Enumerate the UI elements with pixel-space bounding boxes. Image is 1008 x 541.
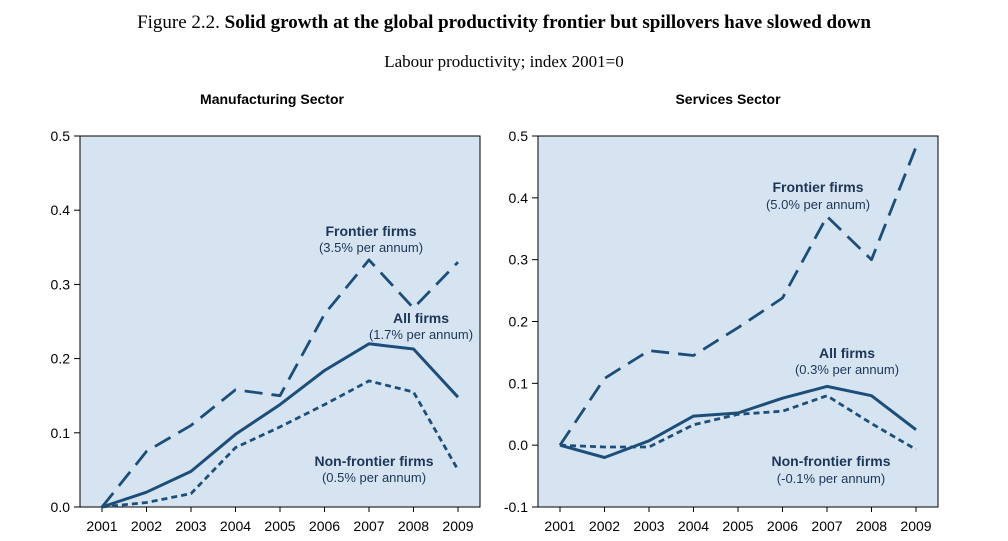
svc-non-frontier-firms-line (559, 394, 917, 451)
services-axes: -0.1 0.0 0.1 0.2 0.3 0.4 0.5 2001 2002 2003 2004 20… (504, 128, 932, 534)
manufacturing-plot-area (79, 135, 481, 508)
manufacturing-series (100, 258, 460, 509)
svc-ytick-label: 0.2 (509, 314, 529, 330)
services-plot-area (537, 135, 939, 508)
svc-nonfrontier-rate: (-0.1% per annum) (777, 471, 885, 486)
svc-xtick-label: 2009 (900, 518, 931, 534)
mfg-ytick-label: 0.2 (51, 351, 71, 367)
mfg-nonfrontier-label: Non-frontier firms (315, 453, 434, 469)
services-series (558, 146, 918, 459)
mfg-frontier-rate: (3.5% per annum) (319, 240, 423, 255)
svc-ytick-label: 0.1 (509, 375, 529, 391)
mfg-xtick-label: 2009 (442, 518, 473, 534)
mfg-xtick-label: 2007 (353, 518, 384, 534)
svc-frontier-rate: (5.0% per annum) (766, 197, 870, 212)
mfg-xtick-label: 2001 (86, 518, 117, 534)
manufacturing-panel: Manufacturing Sector 0.0 0.1 0.2 0.3 0.4 0.5 2… (51, 91, 481, 534)
mfg-non-frontier-firms-line (101, 379, 460, 509)
mfg-xtick-label: 2006 (309, 518, 340, 534)
svc-xtick-label: 2001 (544, 518, 575, 534)
svc-all-rate: (0.3% per annum) (795, 362, 899, 377)
mfg-xtick-label: 2002 (131, 518, 162, 534)
svc-nonfrontier-label: Non-frontier firms (772, 453, 891, 469)
mfg-ytick-label: 0.0 (51, 499, 71, 515)
manufacturing-title: Manufacturing Sector (200, 91, 344, 107)
svc-ytick-label: 0.4 (509, 190, 529, 206)
svc-all-label: All firms (819, 345, 875, 361)
svc-xtick-label: 2002 (589, 518, 620, 534)
svc-xtick-label: 2004 (678, 518, 709, 534)
svc-xtick-label: 2008 (856, 518, 887, 534)
mfg-frontier-label: Frontier firms (325, 223, 416, 239)
mfg-ytick-label: 0.1 (51, 425, 71, 441)
svc-ytick-label: 0.5 (509, 128, 529, 144)
svc-xtick-label: 2003 (633, 518, 664, 534)
mfg-frontier-firms-line (100, 258, 460, 508)
mfg-xtick-label: 2004 (220, 518, 251, 534)
services-panel: Services Sector -0.1 0.0 0.1 0.2 0.3 0.4 0.5 20… (504, 91, 939, 534)
mfg-xtick-label: 2008 (398, 518, 429, 534)
mfg-ytick-label: 0.4 (51, 202, 71, 218)
svc-ytick-label: 0.0 (509, 437, 529, 453)
mfg-nonfrontier-rate: (0.5% per annum) (322, 470, 426, 485)
svc-xtick-label: 2006 (767, 518, 798, 534)
services-title: Services Sector (675, 91, 781, 107)
figure-subtitle: Labour productivity; index 2001=0 (384, 52, 624, 71)
svc-xtick-label: 2007 (811, 518, 842, 534)
manufacturing-axes: 0.0 0.1 0.2 0.3 0.4 0.5 2001 2002 2003 2004 2005 20… (51, 128, 474, 534)
figure-number: Figure 2.2. (137, 12, 220, 33)
mfg-xtick-label: 2003 (175, 518, 206, 534)
svc-frontier-firms-line (558, 146, 918, 446)
svc-ytick-label: 0.3 (509, 252, 529, 268)
mfg-ytick-label: 0.5 (51, 128, 71, 144)
svc-frontier-label: Frontier firms (772, 179, 863, 195)
svc-ytick-label: -0.1 (504, 499, 528, 515)
svc-xtick-label: 2005 (722, 518, 753, 534)
mfg-all-label: All firms (393, 310, 449, 326)
mfg-xtick-label: 2005 (264, 518, 295, 534)
figure-heading: Solid growth at the global productivity … (224, 12, 871, 33)
mfg-all-firms-line (101, 342, 460, 509)
mfg-all-rate: (1.7% per annum) (369, 327, 473, 342)
figure-title: Figure 2.2. Solid growth at the global p… (0, 12, 1008, 34)
mfg-ytick-label: 0.3 (51, 276, 71, 292)
